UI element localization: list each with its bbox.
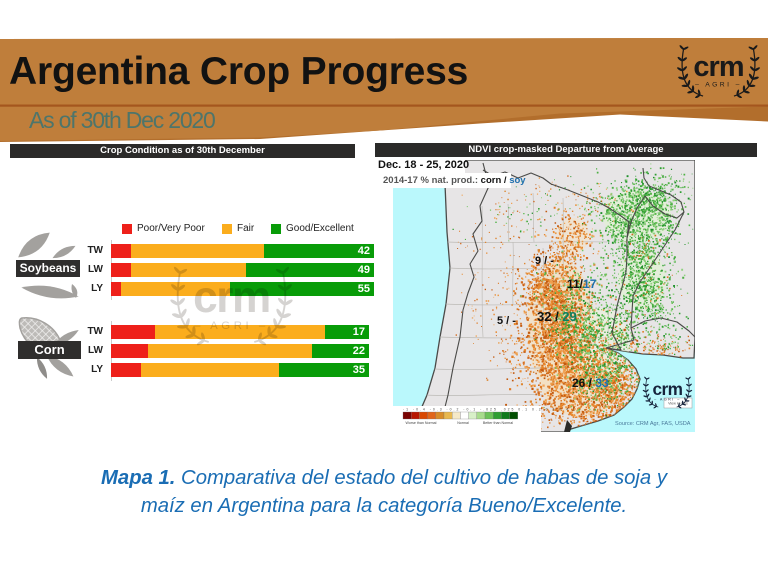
svg-text:Normal: Normal	[457, 421, 469, 425]
svg-text:-1 -0.4 -0.3 -0.2 -0.1 -.025 .: -1 -0.4 -0.3 -0.2 -0.1 -.025 .025 0.1 0.…	[403, 408, 577, 412]
svg-text:Worse than Normal: Worse than Normal	[406, 421, 437, 425]
svg-text:– AGRI –: – AGRI –	[654, 398, 681, 402]
svg-text:– AGRI –: – AGRI –	[695, 81, 742, 88]
svg-text:5 / -: 5 / -	[497, 315, 516, 327]
svg-text:9 / -: 9 / -	[535, 255, 554, 267]
svg-text:View Hi-Res: View Hi-Res	[668, 402, 688, 406]
svg-text:crm: crm	[193, 273, 270, 322]
svg-text:11/17: 11/17	[567, 277, 597, 291]
svg-text:crm: crm	[652, 379, 682, 399]
svg-text:crm: crm	[693, 51, 743, 83]
svg-text:26 / 33: 26 / 33	[572, 376, 609, 390]
svg-text:32 / 29: 32 / 29	[537, 309, 577, 324]
svg-text:– AGRI –: – AGRI –	[194, 320, 269, 332]
svg-text:Source: CRM Agr, FAS, USDA: Source: CRM Agr, FAS, USDA	[615, 421, 691, 427]
svg-text:Better than Normal: Better than Normal	[483, 421, 513, 425]
